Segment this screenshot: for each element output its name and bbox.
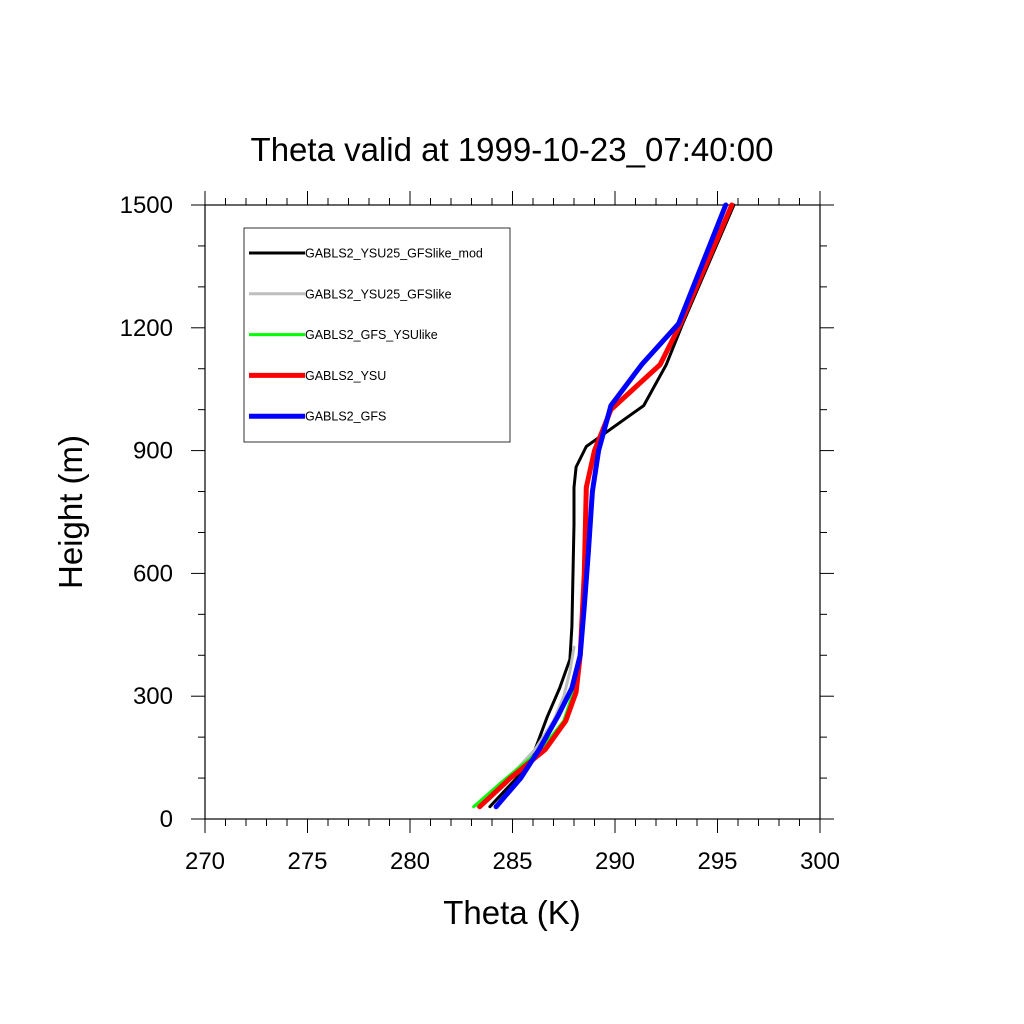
y-axis-label: Height (m) [52,435,89,589]
y-tick-label: 900 [133,438,173,465]
legend-label: GABLS2_YSU25_GFSlike [305,287,452,301]
legend-label: GABLS2_GFS [305,410,386,424]
y-tick-label: 1200 [120,315,173,342]
series-line-1 [488,203,736,809]
series-lines [472,202,736,810]
axis-ticks [191,191,834,833]
series-line-5 [493,202,729,810]
x-tick-label: 290 [595,848,635,875]
legend-label: GABLS2_GFS_YSUlike [305,328,438,342]
axis-tick-labels: 270 275 280 285 290 295 300 0 300 600 900 1200 1500 [120,192,840,875]
x-tick-label: 295 [697,848,737,875]
x-tick-label: 270 [185,848,225,875]
series-line-3 [472,670,578,809]
series-line-4 [477,202,735,810]
legend-label: GABLS2_YSU25_GFSlike_mod [305,247,483,261]
x-tick-label: 285 [492,848,532,875]
y-tick-label: 1500 [120,192,173,219]
legend: GABLS2_YSU25_GFSlike_mod GABLS2_YSU25_GFS… [243,227,511,443]
legend-label: GABLS2_YSU [305,369,386,383]
y-tick-label: 0 [160,806,173,833]
x-tick-label: 275 [287,848,327,875]
x-tick-label: 300 [800,848,840,875]
x-axis-label: Theta (K) [443,894,581,931]
chart-title: Theta valid at 1999-10-23_07:40:00 [251,131,774,168]
y-tick-label: 300 [133,683,173,710]
y-tick-label: 600 [133,560,173,587]
x-tick-label: 280 [390,848,430,875]
